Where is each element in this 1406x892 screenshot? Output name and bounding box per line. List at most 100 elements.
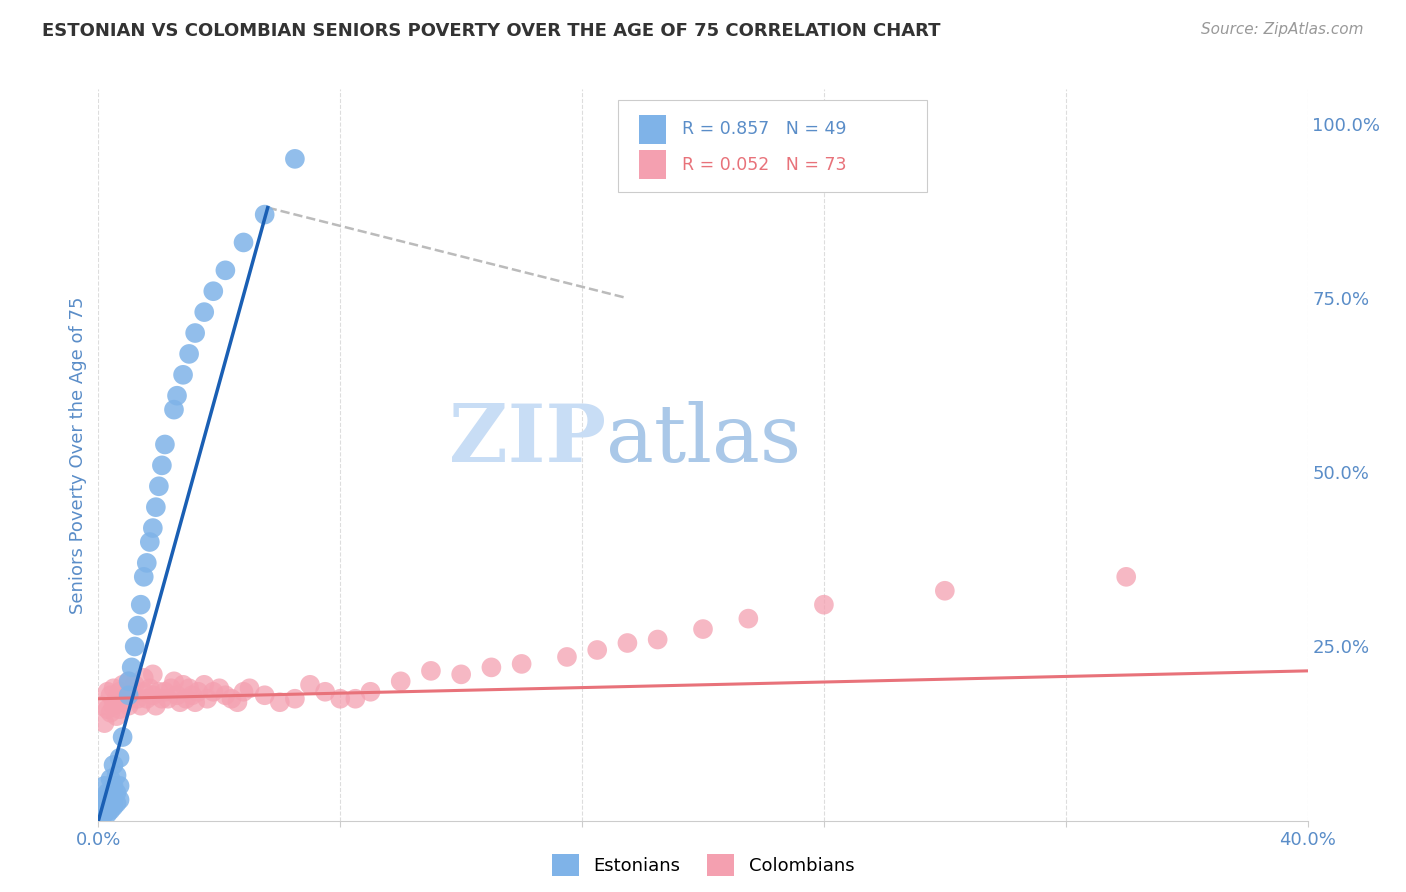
Point	[510, 657, 533, 671]
Point	[124, 678, 146, 692]
Point	[360, 685, 382, 699]
Point	[163, 402, 186, 417]
Point	[163, 674, 186, 689]
Point	[142, 521, 165, 535]
Point	[139, 681, 162, 696]
Point	[111, 678, 134, 692]
Point	[389, 674, 412, 689]
Point	[692, 622, 714, 636]
Point	[284, 152, 307, 166]
Point	[100, 706, 122, 720]
Point	[103, 799, 125, 814]
Point	[153, 685, 176, 699]
Point	[284, 691, 307, 706]
Point	[232, 235, 254, 250]
Point	[93, 716, 115, 731]
Point	[103, 779, 125, 793]
Point	[96, 793, 118, 807]
Point	[118, 698, 141, 713]
Point	[103, 793, 125, 807]
Point	[118, 688, 141, 702]
FancyBboxPatch shape	[619, 100, 927, 192]
Point	[344, 691, 367, 706]
Bar	[638, 150, 665, 179]
Point	[202, 284, 225, 298]
Point	[93, 779, 115, 793]
Point	[105, 796, 128, 810]
Point	[142, 688, 165, 702]
Point	[103, 681, 125, 696]
Point	[329, 691, 352, 706]
Point	[239, 681, 262, 696]
Y-axis label: Seniors Poverty Over the Age of 75: Seniors Poverty Over the Age of 75	[69, 296, 87, 614]
Point	[127, 618, 149, 632]
Text: R = 0.857   N = 49: R = 0.857 N = 49	[682, 120, 846, 138]
Point	[118, 674, 141, 689]
Point	[172, 678, 194, 692]
Point	[586, 643, 609, 657]
Point	[145, 698, 167, 713]
Point	[148, 479, 170, 493]
Point	[105, 691, 128, 706]
Point	[96, 786, 118, 800]
Point	[135, 691, 157, 706]
Point	[100, 688, 122, 702]
Point	[100, 772, 122, 786]
Point	[105, 768, 128, 782]
Point	[179, 347, 201, 361]
Point	[148, 685, 170, 699]
Text: ZIP: ZIP	[450, 401, 606, 479]
Point	[450, 667, 472, 681]
Point	[179, 681, 201, 696]
Point	[193, 678, 215, 692]
Point	[121, 685, 143, 699]
Point	[108, 793, 131, 807]
Point	[153, 437, 176, 451]
Point	[96, 702, 118, 716]
Point	[187, 685, 209, 699]
Point	[181, 688, 204, 702]
Point	[232, 685, 254, 699]
Point	[121, 660, 143, 674]
Point	[129, 698, 152, 713]
Point	[253, 688, 276, 702]
Point	[127, 691, 149, 706]
Text: ESTONIAN VS COLOMBIAN SENIORS POVERTY OVER THE AGE OF 75 CORRELATION CHART: ESTONIAN VS COLOMBIAN SENIORS POVERTY OV…	[42, 22, 941, 40]
Point	[169, 695, 191, 709]
Point	[132, 685, 155, 699]
Point	[132, 671, 155, 685]
Point	[208, 681, 231, 696]
Point	[299, 678, 322, 692]
Point	[139, 535, 162, 549]
Point	[647, 632, 669, 647]
Point	[108, 685, 131, 699]
Point	[202, 685, 225, 699]
Point	[105, 709, 128, 723]
Point	[269, 695, 291, 709]
Point	[160, 681, 183, 696]
Point	[90, 796, 112, 810]
Point	[90, 698, 112, 713]
Point	[184, 326, 207, 340]
Point	[253, 208, 276, 222]
Point	[108, 779, 131, 793]
Point	[172, 368, 194, 382]
Point	[142, 667, 165, 681]
Point	[226, 695, 249, 709]
Point	[118, 674, 141, 689]
Point	[193, 305, 215, 319]
Point	[132, 570, 155, 584]
Point	[93, 793, 115, 807]
Point	[96, 685, 118, 699]
Point	[195, 691, 218, 706]
Point	[108, 702, 131, 716]
Point	[150, 691, 173, 706]
Point	[616, 636, 638, 650]
Point	[111, 730, 134, 744]
Point	[481, 660, 503, 674]
Text: atlas: atlas	[606, 401, 801, 479]
Bar	[638, 115, 665, 145]
Point	[214, 688, 236, 702]
Point	[150, 458, 173, 473]
Point	[100, 789, 122, 804]
